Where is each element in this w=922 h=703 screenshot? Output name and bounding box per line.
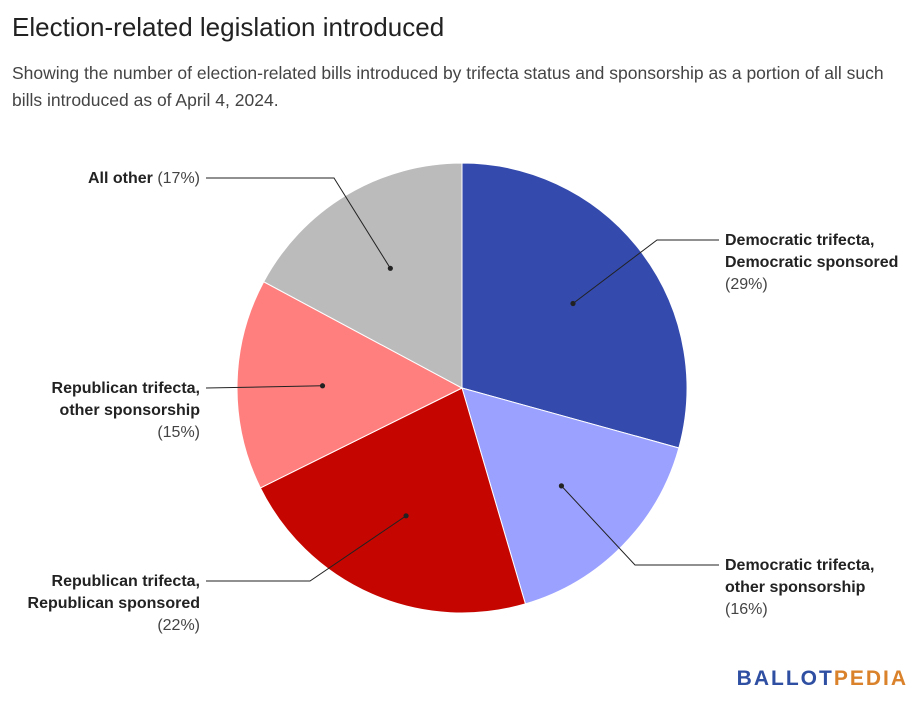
slice-rep-trifecta-rep-sponsored xyxy=(259,387,527,614)
slice-all-other xyxy=(262,162,463,389)
chart-title: Election-related legislation introduced xyxy=(12,12,445,42)
leader-line-all-other xyxy=(206,177,391,269)
logo-part-ballot: BALLOT xyxy=(736,667,834,690)
slice-pct-dem-trifecta-other: (16%) xyxy=(725,601,768,618)
slice-label-dem-trifecta-other-line-1: Democratic trifecta, xyxy=(725,557,874,574)
slice-label-dem-trifecta-dem-sponsored-line-1: Democratic trifecta, xyxy=(725,232,874,249)
slice-label-rep-trifecta-rep-sponsored-line-2: Republican sponsored xyxy=(28,595,200,612)
slice-label-rep-trifecta-other-line-2: other sponsorship xyxy=(60,402,201,419)
pie-labels: Democratic trifecta, Democratic sponsored… xyxy=(28,170,899,634)
slice-label-dem-trifecta-other-line-2: other sponsorship xyxy=(725,579,866,596)
slice-pct-dem-trifecta-dem-sponsored: (29%) xyxy=(725,276,768,293)
pie-slices xyxy=(236,162,688,614)
logo-part-pedia: PEDIA xyxy=(833,667,908,690)
slice-pct-rep-trifecta-rep-sponsored: (22%) xyxy=(157,617,200,634)
leader-line-rep-trifecta-rep-sponsored xyxy=(206,515,407,582)
leader-line-rep-trifecta-other xyxy=(205,385,323,389)
slice-label-dem-trifecta-dem-sponsored-line-2: Democratic sponsored xyxy=(725,254,898,271)
slice-rep-trifecta-other xyxy=(236,281,464,489)
leader-line-dem-trifecta-other xyxy=(561,485,719,566)
ballotpedia-logo: BALLOTPEDIA xyxy=(737,667,908,691)
slice-label-all-other: All other (17%) xyxy=(88,170,200,187)
slice-pct-rep-trifecta-other: (15%) xyxy=(157,424,200,441)
leader-line-dem-trifecta-dem-sponsored xyxy=(572,239,719,304)
slice-label-rep-trifecta-rep-sponsored-line-1: Republican trifecta, xyxy=(52,573,200,590)
chart-subtitle: Showing the number of election-related b… xyxy=(12,63,884,110)
slice-label-rep-trifecta-other-line-1: Republican trifecta, xyxy=(52,380,200,397)
